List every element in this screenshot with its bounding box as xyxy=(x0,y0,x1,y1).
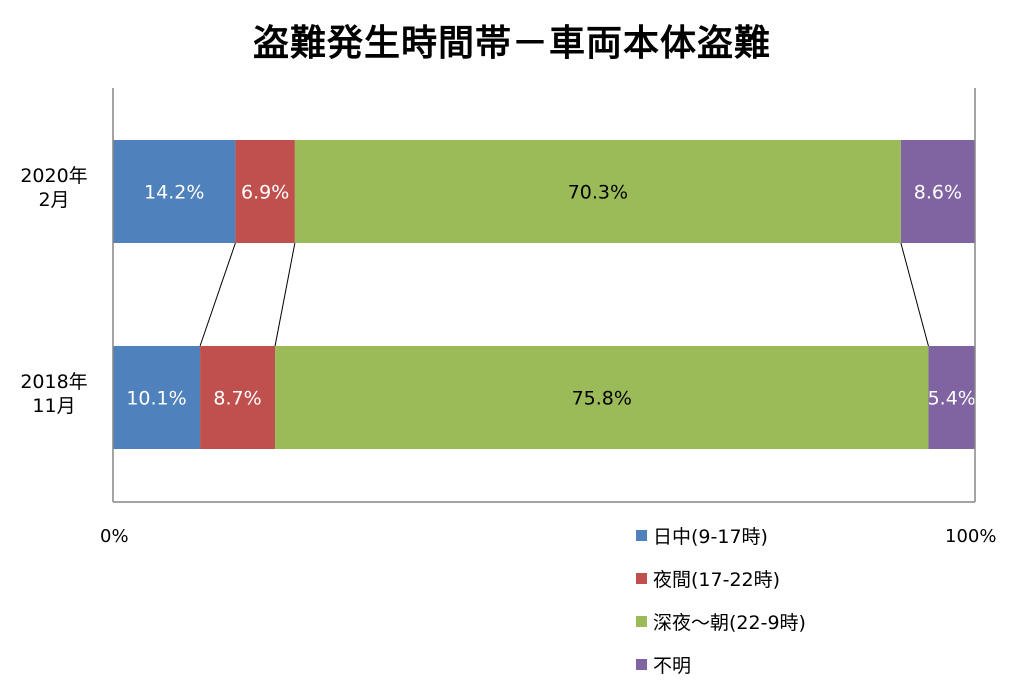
legend-swatch xyxy=(636,616,647,627)
data-label: 14.2% xyxy=(144,182,204,204)
bar-segment xyxy=(200,346,276,449)
bar-segment xyxy=(113,140,236,243)
legend-item: 夜間(17-22時) xyxy=(636,557,806,600)
category-label-0: 2020年 2月 xyxy=(20,165,88,211)
legend-item: 不明 xyxy=(636,643,806,686)
bar-segment xyxy=(294,140,901,243)
series-line xyxy=(900,242,929,347)
data-label: 70.3% xyxy=(568,182,628,204)
legend-swatch xyxy=(636,530,647,541)
chart-title: 盗難発生時間帯－車両本体盗難 xyxy=(252,23,771,64)
legend-label: 夜間(17-22時) xyxy=(653,569,781,591)
data-label: 8.6% xyxy=(914,182,962,204)
legend: 日中(9-17時) 夜間(17-22時) 深夜～朝(22-9時) 不明 xyxy=(636,514,806,686)
bar-segment xyxy=(113,346,201,449)
series-line xyxy=(199,242,236,347)
legend-label: 日中(9-17時) xyxy=(653,526,768,548)
legend-label: 不明 xyxy=(653,655,692,677)
data-label: 6.9% xyxy=(241,182,289,204)
legend-item: 日中(9-17時) xyxy=(636,514,806,557)
bar-segment xyxy=(900,140,975,243)
x-tick-label-1: 100% xyxy=(945,526,997,547)
x-tick-label-0: 0% xyxy=(100,526,129,547)
data-label: 5.4% xyxy=(928,388,976,410)
category-label-1: 2018年 11月 xyxy=(20,371,88,417)
data-label: 10.1% xyxy=(126,388,186,410)
legend-swatch xyxy=(636,659,647,670)
bar-segment xyxy=(275,346,929,449)
legend-swatch xyxy=(636,573,647,584)
legend-item: 深夜～朝(22-9時) xyxy=(636,600,806,643)
data-label: 8.7% xyxy=(213,388,261,410)
legend-label: 深夜～朝(22-9時) xyxy=(653,612,806,634)
bar-segment xyxy=(928,346,975,449)
bar-segment xyxy=(235,140,295,243)
series-line xyxy=(274,242,296,347)
data-label: 75.8% xyxy=(572,388,632,410)
